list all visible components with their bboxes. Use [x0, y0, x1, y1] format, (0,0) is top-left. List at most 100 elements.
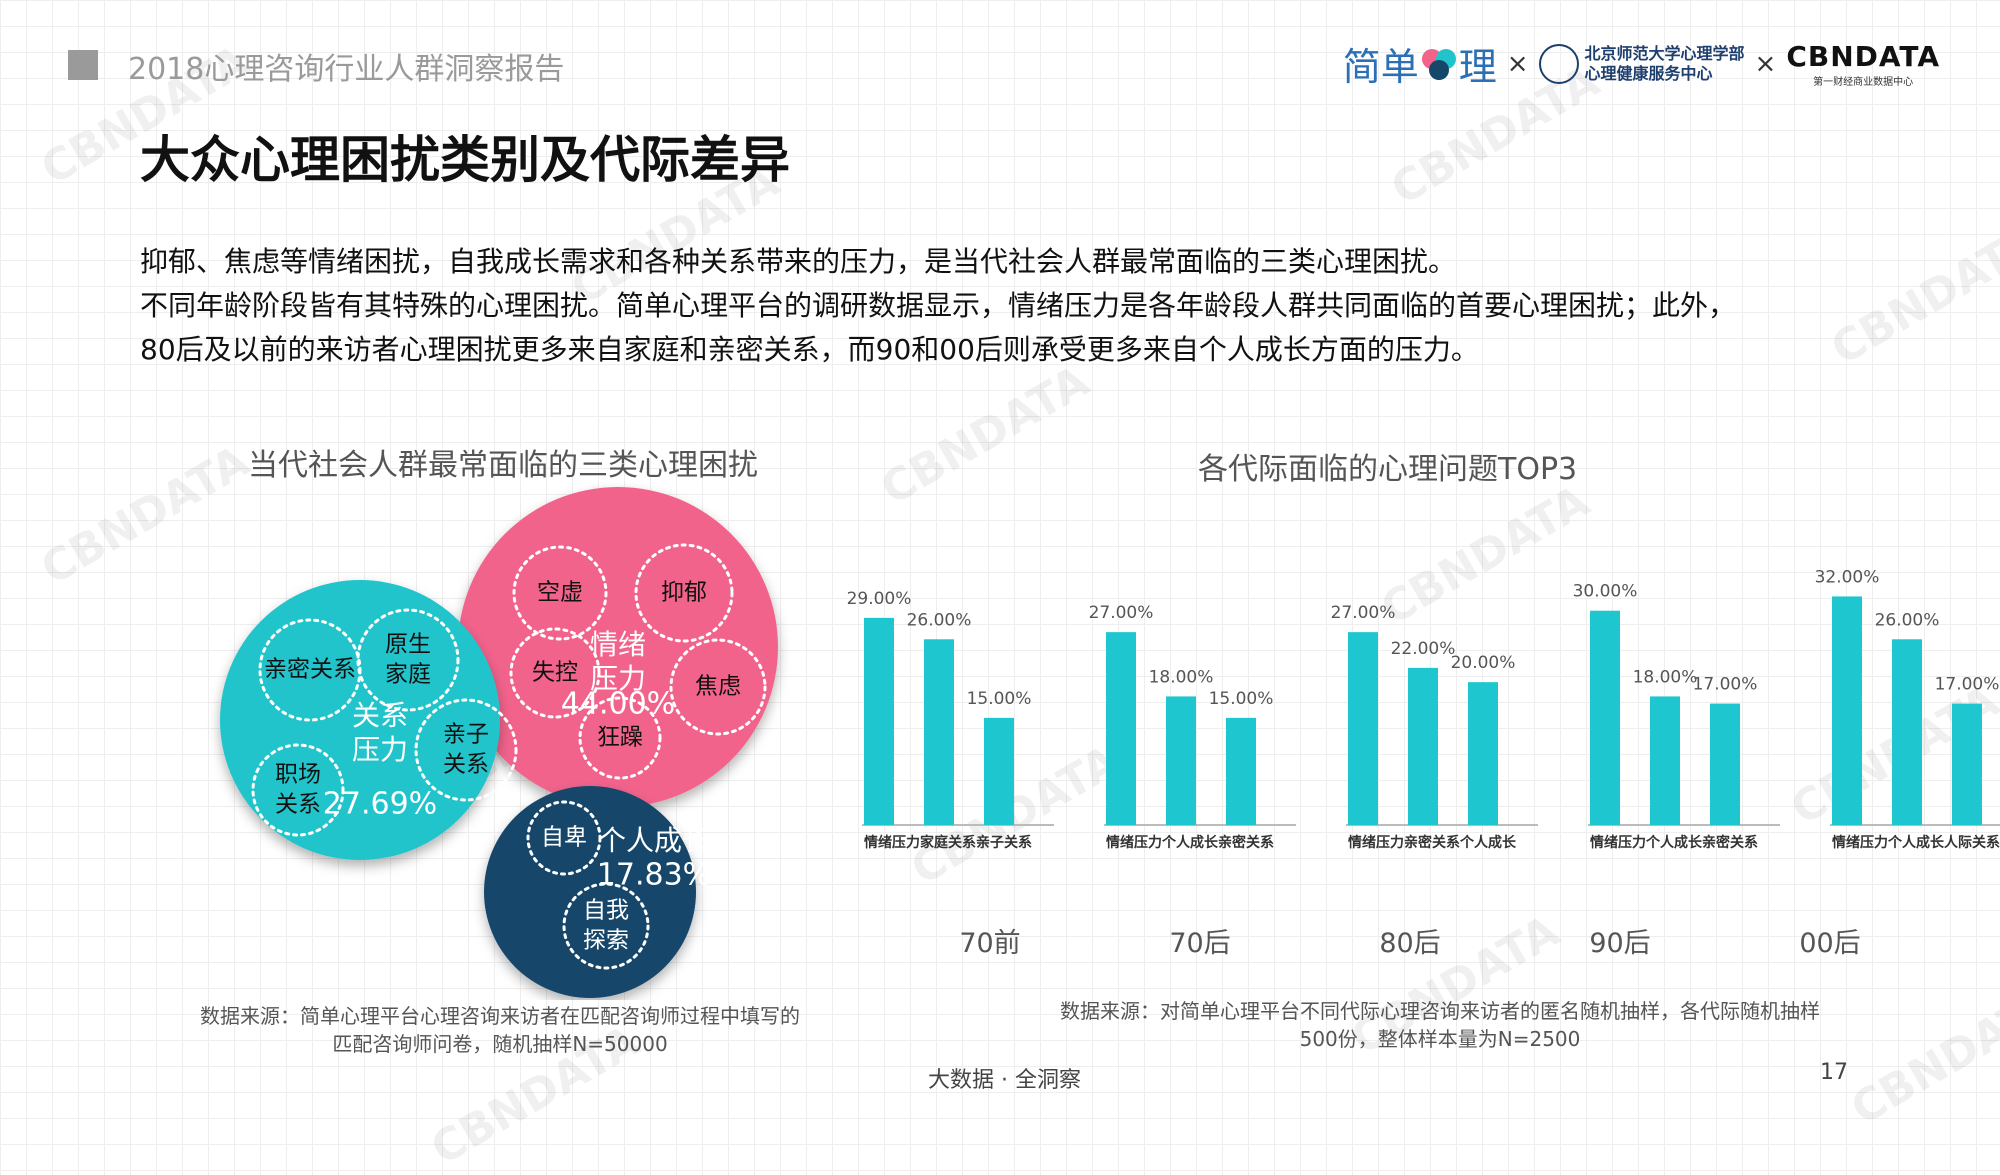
sub-bubble	[512, 545, 608, 641]
bar-chart-title: 各代际面临的心理问题TOP3	[1198, 452, 1578, 487]
bar-value-label: 22.00%	[1391, 639, 1456, 659]
header-square	[68, 50, 98, 80]
bar-group: 32.00% 26.00% 17.00% 情绪压力个人成长人际关系 00后	[1799, 567, 2000, 959]
sub-bubble	[526, 800, 602, 876]
cbndata-logo: CBNDATA 第一财经商业数据中心	[1786, 40, 1940, 88]
bar-value-label: 15.00%	[967, 689, 1032, 709]
bubble-label: 个人成长	[598, 824, 710, 857]
bar-value-label: 27.00%	[1331, 603, 1396, 623]
bar-category-labels: 情绪压力个人成长亲密关系	[1590, 834, 1758, 851]
times-sign: ×	[1506, 48, 1529, 79]
bar-category-labels: 情绪压力个人成长亲密关系	[1106, 834, 1274, 851]
bar-value-label: 18.00%	[1149, 667, 1214, 687]
jiandan-heart-icon	[1421, 48, 1456, 80]
sub-bubble-label: 亲密关系	[264, 657, 356, 683]
bar	[1408, 667, 1438, 825]
bar	[924, 639, 954, 825]
source-line: 数据来源：简单心理平台心理咨询来访者在匹配咨询师过程中填写的	[200, 1004, 800, 1028]
jiandan-logo-text-b: 理	[1458, 45, 1497, 89]
source-line: 匹配咨询师问卷，随机抽样N=50000	[332, 1032, 668, 1056]
bar-value-label: 26.00%	[1875, 610, 1940, 630]
bar-group: 30.00% 18.00%17.00% 情绪压力个人成长亲密关系 90后	[1573, 582, 1780, 959]
sub-bubble-label: 自卑	[541, 825, 587, 851]
cbndata-logo-sub: 第一财经商业数据中心	[1813, 76, 1914, 88]
page-number: 17	[1820, 1060, 1848, 1085]
bar-value-label: 27.00%	[1089, 603, 1154, 623]
bar	[1710, 703, 1740, 825]
bar	[984, 717, 1014, 825]
bubble-chart-title: 当代社会人群最常面临的三类心理困扰	[248, 448, 758, 483]
bubble-value: 27.69%	[323, 787, 437, 822]
bnu-seal-icon	[1538, 43, 1579, 84]
bar-value-label: 17.00%	[1693, 675, 1758, 695]
sub-bubble-label: 原生家庭	[385, 632, 431, 688]
bar-value-label: 17.00%	[1935, 675, 2000, 695]
watermark: CBNDATA	[1822, 215, 2000, 376]
sub-bubble	[578, 696, 662, 780]
source-line: 数据来源：对简单心理平台不同代际心理咨询来访者的匿名随机抽样，各代际随机抽样	[1060, 999, 1820, 1023]
bar	[1952, 703, 1982, 825]
generation-label: 90后	[1589, 928, 1650, 959]
bnu-line1: 北京师范大学心理学部	[1584, 43, 1745, 63]
bnu-line2: 心理健康服务中心	[1584, 63, 1713, 83]
bar-value-label: 15.00%	[1209, 689, 1274, 709]
bar-chart: 29.00%26.00%15.00%情绪压力家庭关系亲子关系70前27.00%1…	[847, 567, 2000, 959]
page-title: 大众心理困扰类别及代际差异	[140, 131, 790, 189]
report-title: 2018心理咨询行业人群洞察报告	[128, 52, 565, 87]
sub-bubble	[509, 627, 601, 719]
bar-value-label: 32.00%	[1815, 567, 1880, 587]
bar	[1226, 717, 1256, 825]
bar-category-labels: 情绪压力家庭关系亲子关系	[864, 834, 1032, 851]
sub-bubble-label: 职场关系	[275, 762, 321, 818]
cbndata-logo-text: CBNDATA	[1786, 39, 1940, 73]
source-line: 500份，整体样本量为N=2500	[1299, 1027, 1581, 1051]
bar	[1348, 632, 1378, 825]
bar	[1650, 696, 1680, 825]
intro-line: 不同年龄阶段皆有其特殊的心理困扰。简单心理平台的调研数据显示，情绪压力是各年龄段…	[140, 289, 1737, 322]
bar	[1892, 639, 1922, 825]
bar-value-label: 30.00%	[1573, 582, 1638, 602]
bubble-value: 17.83%	[597, 858, 711, 893]
intro-line: 80后及以前的来访者心理困扰更多来自家庭和亲密关系，而90和00后则承受更多来自…	[140, 333, 1479, 366]
generation-label: 70后	[1169, 928, 1230, 959]
bubble-circle	[220, 580, 500, 860]
sub-bubble	[634, 543, 734, 643]
bar-chart-source: 数据来源：对简单心理平台不同代际心理咨询来访者的匿名随机抽样，各代际随机抽样 5…	[990, 997, 1890, 1053]
times-sign: ×	[1754, 48, 1777, 79]
bar-category-labels: 情绪压力个人成长人际关系	[1832, 834, 2000, 851]
bar	[1106, 632, 1136, 825]
bar	[1832, 596, 1862, 825]
sub-bubble	[356, 608, 460, 712]
bubble-circle	[458, 487, 778, 807]
bubble-label: 关系压力	[352, 699, 408, 766]
sub-bubble-label: 狂躁	[597, 725, 643, 751]
bar-value-label: 26.00%	[907, 610, 972, 630]
sub-bubble-label: 失控	[532, 660, 578, 686]
bar-group: 27.00% 22.00%20.00% 情绪压力亲密关系个人成长 80后	[1331, 603, 1538, 959]
sub-bubble	[562, 882, 650, 970]
generation-label: 70前	[959, 928, 1020, 959]
sub-bubble	[414, 698, 518, 802]
sub-bubble-label: 自我探索	[583, 898, 629, 954]
bar-category-labels: 情绪压力亲密关系个人成长	[1348, 834, 1517, 851]
bubble-value: 44.00%	[561, 687, 675, 722]
partner-logos: 简单 理 × 北京师范大学心理学部 心理健康服务中心 × CBNDATA 第一财…	[1343, 36, 1940, 91]
bar	[1590, 610, 1620, 825]
sub-bubble-label: 焦虑	[695, 674, 741, 700]
bar	[1468, 682, 1498, 825]
footer-tagline: 大数据 · 全洞察	[928, 1068, 1081, 1093]
sub-bubble-label: 抑郁	[661, 580, 707, 606]
bubble-label: 情绪压力	[590, 628, 646, 695]
jiandan-logo-text-a: 简单	[1342, 45, 1419, 89]
bar-value-label: 29.00%	[847, 589, 912, 609]
bar-value-label: 18.00%	[1633, 667, 1698, 687]
bar	[864, 617, 894, 825]
sub-bubble-label: 空虚	[537, 580, 583, 606]
bar-group: 27.00% 18.00%15.00% 情绪压力个人成长亲密关系 70后	[1089, 603, 1296, 959]
bar-value-label: 20.00%	[1451, 653, 1516, 673]
generation-label: 80后	[1379, 928, 1440, 959]
